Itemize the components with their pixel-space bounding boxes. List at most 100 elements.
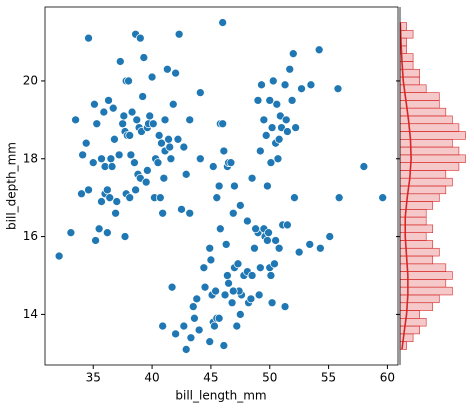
point [77,189,86,199]
point [290,193,299,203]
point [168,99,178,109]
point [81,138,91,148]
point [280,302,290,311]
y-tick-label: 18 [23,151,38,165]
y-tick-label: 14 [23,307,38,321]
point [110,134,119,144]
point [219,341,229,350]
point [112,197,122,206]
point [163,64,172,74]
point [247,173,257,183]
point [378,193,388,203]
point [214,181,224,191]
point [106,154,116,164]
point [199,263,209,273]
point [205,243,215,253]
point [285,64,295,74]
point [164,134,173,144]
point [214,313,224,323]
point [206,255,216,265]
point [271,236,280,245]
point [103,228,112,238]
point [253,96,263,105]
point [255,146,265,156]
point [84,33,93,43]
point [171,329,180,339]
y-axis-label: bill_depth_mm [5,142,19,230]
point [235,310,245,319]
point [211,286,220,296]
point [143,166,152,175]
point [159,173,169,183]
point [195,154,205,164]
point [90,99,99,109]
point [200,282,210,292]
histogram-bar [399,318,427,327]
point [247,271,257,280]
point [281,115,291,125]
point [119,111,129,121]
point [230,181,239,191]
point [153,158,163,168]
point [104,96,113,105]
point [107,162,117,171]
histogram-bar [399,154,466,163]
point [192,294,202,304]
point [179,321,189,331]
point [179,142,189,152]
point [208,162,218,171]
point [54,251,64,261]
point [127,107,137,117]
point [274,134,284,144]
point [246,294,256,304]
point [125,193,135,203]
point [305,240,315,249]
point [120,232,130,241]
point [157,138,166,148]
x-tick-label: 35 [86,371,101,385]
point [283,127,292,136]
histogram-bar [399,325,420,335]
point [158,321,168,331]
histogram-bar [399,193,440,202]
point [135,33,145,43]
histogram-bar [399,162,460,171]
point [141,177,151,187]
point [287,96,297,105]
histogram-bar [399,310,420,319]
point [283,220,292,230]
histogram-bar [399,201,434,210]
histogram-bar [399,30,414,39]
point [91,236,100,245]
point [280,80,290,90]
point [108,103,118,113]
point [226,158,236,168]
point [190,313,199,323]
point [273,154,283,164]
point [232,321,242,331]
point [250,243,259,253]
point [228,286,238,296]
point [221,240,231,249]
point [155,193,165,203]
x-axis-label: bill_length_mm [175,389,266,403]
histogram-bar [399,302,434,311]
point [333,84,343,94]
point [227,298,237,308]
point [84,185,93,195]
point [97,154,106,164]
point [270,259,279,269]
histogram-bar [399,294,440,304]
point [257,80,266,90]
point [147,72,157,82]
point [219,146,229,156]
point [334,193,344,203]
point [223,271,232,280]
point [261,131,271,140]
point [174,29,184,39]
point [266,271,276,280]
point [267,298,277,308]
histogram-bar [399,170,447,179]
point [195,88,205,97]
